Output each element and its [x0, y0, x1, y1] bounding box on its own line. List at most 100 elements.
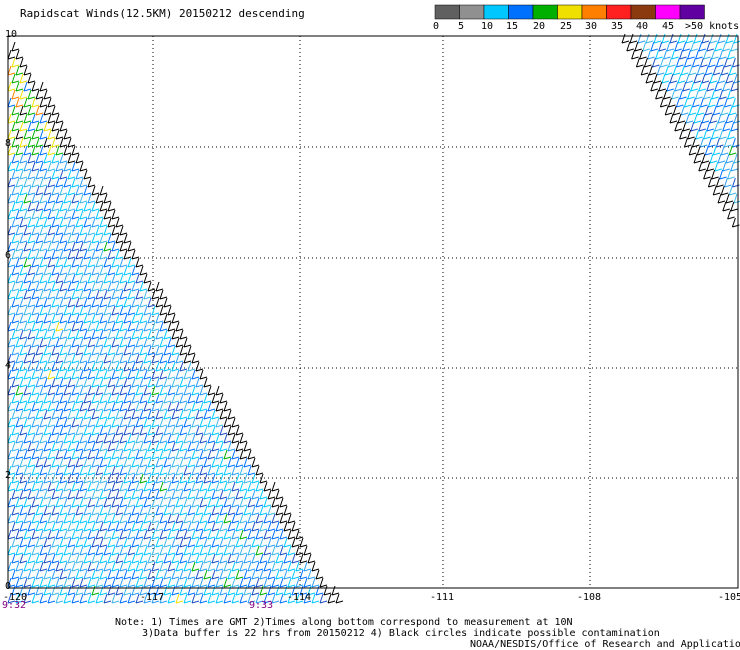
wind-barb: [183, 417, 192, 428]
wind-barb: [59, 473, 68, 484]
wind-barb: [131, 489, 140, 500]
wind-barb: [39, 145, 48, 156]
wind-barb: [259, 473, 268, 484]
wind-barb: [639, 49, 647, 60]
wind-barb: [211, 553, 220, 564]
wind-barb: [91, 377, 100, 388]
wind-barb: [131, 585, 140, 596]
wind-barb: [139, 489, 148, 500]
wind-barb: [127, 353, 136, 364]
wind-barb: [43, 361, 52, 372]
colorbar-swatch: [434, 4, 460, 20]
wind-barb: [271, 513, 280, 524]
wind-barb: [283, 537, 292, 548]
wind-barb: [47, 417, 56, 428]
wind-barb: [123, 313, 132, 324]
wind-barb: [79, 321, 88, 332]
wind-barb: [103, 433, 112, 444]
wind-barb: [143, 385, 152, 396]
wind-barb: [695, 49, 703, 60]
wind-barb: [720, 185, 729, 196]
wind-barb: [115, 361, 124, 372]
y-tick-label: 0: [5, 581, 12, 592]
wind-barb: [159, 353, 168, 364]
wind-barb: [31, 145, 40, 156]
wind-barb: [690, 81, 698, 92]
wind-barb: [111, 513, 120, 524]
wind-barb: [151, 353, 160, 364]
wind-barb: [35, 281, 44, 292]
wind-barb: [211, 505, 220, 516]
wind-barb: [71, 305, 80, 316]
wind-barb: [43, 521, 52, 532]
wind-barb: [255, 481, 264, 492]
wind-barb: [131, 361, 140, 372]
wind-barb: [703, 89, 711, 100]
wind-barb: [71, 433, 80, 444]
wind-barb: [83, 377, 92, 388]
wind-barb: [171, 489, 180, 500]
colorbar-swatch: [557, 4, 583, 20]
colorbar-swatch: [606, 4, 632, 20]
wind-barb: [59, 137, 68, 148]
wind-barb: [295, 529, 304, 540]
wind-barb: [730, 161, 738, 172]
wind-barb: [319, 577, 328, 588]
wind-barb: [7, 225, 16, 236]
wind-barb: [175, 481, 184, 492]
wind-barb: [19, 105, 28, 116]
wind-barb: [43, 233, 52, 244]
wind-barb: [15, 513, 24, 524]
wind-barb: [95, 289, 104, 300]
wind-barb: [119, 529, 128, 540]
wind-barb: [283, 505, 292, 516]
wind-barb: [19, 73, 28, 84]
wind-barb: [59, 409, 68, 420]
wind-barb: [99, 361, 108, 372]
wind-barb: [730, 121, 738, 132]
wind-barb: [111, 241, 120, 252]
wind-barb: [247, 545, 256, 556]
wind-barb: [111, 593, 120, 604]
wind-barb: [107, 473, 116, 484]
wind-barb: [191, 353, 200, 364]
wind-barb: [669, 33, 678, 44]
wind-barb: [151, 289, 160, 300]
wind-barb: [127, 481, 136, 492]
x-tick-label: -111: [430, 592, 455, 603]
wind-barb: [11, 377, 20, 388]
wind-barb: [11, 409, 20, 420]
wind-barb: [19, 409, 28, 420]
wind-barb: [11, 521, 20, 532]
wind-barb: [31, 545, 40, 556]
wind-barb: [699, 137, 708, 148]
wind-barb: [59, 441, 68, 452]
wind-barb: [39, 225, 48, 236]
wind-barb: [119, 289, 128, 300]
wind-barb: [99, 505, 108, 516]
wind-barb: [71, 401, 80, 412]
wind-barb: [119, 513, 128, 524]
wind-barb: [95, 513, 104, 524]
note-line: 3)Data buffer is 22 hrs from 20150212 4)…: [142, 628, 660, 639]
wind-barb: [43, 89, 52, 100]
wind-barb: [15, 433, 24, 444]
wind-barb: [151, 545, 160, 556]
wind-barb: [23, 145, 32, 156]
wind-barb: [47, 161, 56, 172]
wind-barb: [207, 561, 216, 572]
wind-barb: [139, 265, 148, 276]
wind-barb: [147, 393, 156, 404]
map-grid: [8, 36, 738, 588]
wind-barb: [693, 73, 702, 84]
wind-barb: [279, 497, 288, 508]
wind-barb: [111, 401, 120, 412]
wind-barb: [175, 401, 184, 412]
wind-barb: [135, 577, 144, 588]
wind-barb: [91, 553, 100, 564]
wind-barb: [195, 553, 204, 564]
wind-barb: [59, 329, 68, 340]
wind-barb: [123, 329, 132, 340]
wind-barb: [315, 569, 324, 580]
wind-barb: [47, 561, 56, 572]
